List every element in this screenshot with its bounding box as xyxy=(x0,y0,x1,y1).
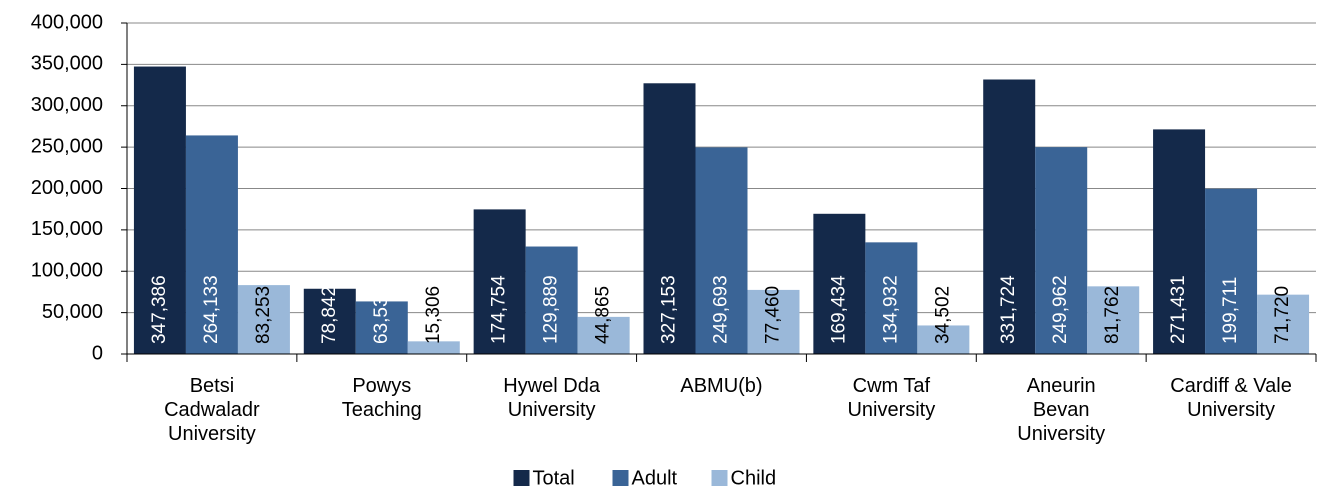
y-tick-label: 200,000 xyxy=(31,177,103,199)
bar xyxy=(1035,147,1088,354)
x-tick-label: Cwm Taf University xyxy=(847,375,936,421)
bar xyxy=(525,246,578,354)
y-tick-label: 350,000 xyxy=(31,53,103,75)
bar xyxy=(237,285,290,354)
data-label: 83,253 xyxy=(253,286,274,344)
legend-swatch xyxy=(711,470,728,486)
bar xyxy=(355,301,408,354)
x-tick-label: Hywel Dda University xyxy=(503,375,600,421)
data-label: 249,962 xyxy=(1050,275,1071,344)
bar xyxy=(695,147,748,354)
bar xyxy=(1153,129,1206,354)
data-label: 199,711 xyxy=(1220,277,1241,344)
legend-swatch xyxy=(513,470,530,486)
bar xyxy=(1087,286,1140,354)
bar xyxy=(577,316,630,354)
bar xyxy=(1205,188,1258,354)
data-label: 77,460 xyxy=(763,286,784,344)
bar xyxy=(407,341,460,354)
data-label: 78,842 xyxy=(319,286,340,344)
data-label: 129,889 xyxy=(541,275,562,344)
bar xyxy=(865,242,918,354)
y-tick-label: 400,000 xyxy=(31,11,103,33)
data-label: 34,502 xyxy=(932,286,953,344)
data-label: 264,133 xyxy=(201,275,222,344)
bar xyxy=(813,213,866,354)
y-tick-label: 0 xyxy=(92,342,103,364)
legend-label: Adult xyxy=(632,467,678,488)
bar xyxy=(185,135,238,354)
data-label: 271,431 xyxy=(1168,275,1189,344)
data-label: 71,720 xyxy=(1272,286,1293,344)
x-tick-label: Powys Teaching xyxy=(341,375,422,421)
bar xyxy=(473,209,526,354)
legend-label: Child xyxy=(731,467,777,488)
data-label: 249,693 xyxy=(711,275,732,344)
data-label: 44,865 xyxy=(593,286,614,344)
data-label: 347,386 xyxy=(149,275,170,344)
bar xyxy=(747,289,800,354)
y-tick-label: 150,000 xyxy=(31,218,103,240)
y-tick-label: 300,000 xyxy=(31,94,103,116)
data-label: 327,153 xyxy=(659,275,680,344)
y-tick-label: 250,000 xyxy=(31,135,103,157)
legend-swatch xyxy=(612,470,629,486)
legend-label: Total xyxy=(533,467,575,488)
bar xyxy=(1257,294,1310,354)
data-label: 134,932 xyxy=(880,275,901,344)
data-label: 15,306 xyxy=(423,286,444,344)
data-label: 63,536 xyxy=(371,286,392,344)
bar xyxy=(917,325,970,354)
y-tick-label: 50,000 xyxy=(42,301,103,323)
bar xyxy=(303,288,356,354)
data-label: 81,762 xyxy=(1102,286,1123,344)
y-tick-label: 100,000 xyxy=(31,260,103,282)
data-label: 169,434 xyxy=(828,275,849,344)
bar xyxy=(133,66,186,354)
data-label: 174,754 xyxy=(489,275,510,344)
x-tick-label: Aneurin Bevan University xyxy=(1017,375,1106,445)
x-tick-label: Cardiff & Vale University xyxy=(1170,375,1292,421)
x-tick-label: ABMU(b) xyxy=(680,375,763,397)
bar xyxy=(983,79,1036,355)
x-tick-label: Betsi Cadwaladr University xyxy=(164,375,260,445)
data-label: 331,724 xyxy=(998,275,1019,344)
bar xyxy=(643,83,696,355)
